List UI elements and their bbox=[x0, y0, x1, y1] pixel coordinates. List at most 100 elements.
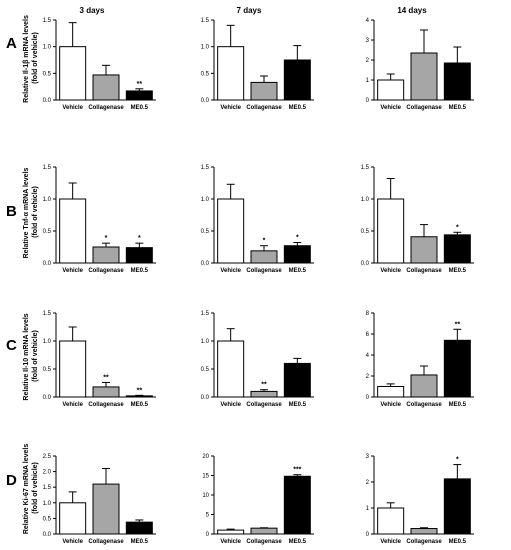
bar-b-3-days-2 bbox=[125, 247, 153, 264]
bar-d-3-days-1 bbox=[92, 483, 120, 535]
bar-b-7-days-1 bbox=[250, 250, 278, 264]
significance-d-14-days-2: * bbox=[456, 457, 459, 464]
y-tick-label-b-3-days: 0.5 bbox=[43, 229, 52, 235]
bar-d-3-days-2 bbox=[125, 521, 153, 535]
y-tick-label-d-7-days: 10 bbox=[202, 493, 209, 499]
y-tick-label-a-14-days: 1 bbox=[366, 78, 370, 84]
y-tick-label-b-14-days: 1.0 bbox=[361, 197, 370, 203]
category-label-a-7-days-1: Collagenase bbox=[246, 105, 282, 111]
y-tick-label-c-7-days: 1.5 bbox=[201, 311, 210, 317]
significance-b-7-days-1: * bbox=[263, 238, 266, 245]
bar-a-7-days-2 bbox=[283, 59, 311, 101]
y-tick-label-c-7-days: 1.0 bbox=[201, 339, 210, 345]
y-tick-label-d-3-days: 1.5 bbox=[43, 485, 52, 491]
y-tick-label-d-3-days: 1.0 bbox=[43, 501, 52, 507]
y-tick-label-c-3-days: 0.0 bbox=[43, 395, 52, 401]
y-tick-label-c-3-days: 1.5 bbox=[43, 311, 52, 317]
bar-a-14-days-2 bbox=[443, 62, 471, 101]
category-label-b-14-days-2: ME0.5 bbox=[449, 268, 467, 274]
significance-c-7-days-1: ** bbox=[261, 382, 267, 389]
category-label-b-7-days-0: Vehicle bbox=[220, 268, 241, 274]
ylabel-A-line1: Relative Il-1β mRNA levels bbox=[23, 15, 30, 103]
bar-b-3-days-0 bbox=[59, 198, 87, 264]
bar-c-7-days-0 bbox=[217, 340, 245, 398]
category-label-d-14-days-1: Collagenase bbox=[406, 539, 442, 545]
y-tick-label-a-7-days: 0.0 bbox=[201, 98, 210, 104]
ylabel-D-line1: Relative Ki-67 mRNA levels bbox=[23, 444, 30, 534]
category-label-d-3-days-2: ME0.5 bbox=[131, 539, 149, 545]
category-label-a-14-days-2: ME0.5 bbox=[449, 105, 467, 111]
y-tick-label-a-14-days: 0 bbox=[366, 98, 370, 104]
bar-b-14-days-1 bbox=[410, 236, 438, 264]
bar-a-3-days-2 bbox=[125, 90, 153, 101]
ylabel-D: Relative Ki-67 mRNA levels (fold of vehi… bbox=[23, 442, 39, 534]
bar-b-7-days-2 bbox=[283, 245, 311, 264]
category-label-d-14-days-0: Vehicle bbox=[380, 539, 401, 545]
y-tick-label-d-3-days: 0.0 bbox=[43, 532, 52, 538]
category-label-d-14-days-2: ME0.5 bbox=[449, 539, 467, 545]
significance-c-14-days-2: ** bbox=[455, 321, 461, 328]
bar-c-14-days-1 bbox=[410, 374, 438, 398]
y-tick-label-c-7-days: 0.0 bbox=[201, 395, 210, 401]
y-tick-label-a-7-days: 1.5 bbox=[201, 18, 210, 24]
bar-c-3-days-1 bbox=[92, 386, 120, 398]
bar-b-7-days-0 bbox=[217, 198, 245, 264]
y-tick-label-b-3-days: 1.0 bbox=[43, 197, 52, 203]
category-label-c-7-days-0: Vehicle bbox=[220, 402, 241, 408]
category-label-d-3-days-0: Vehicle bbox=[62, 539, 83, 545]
y-tick-label-a-14-days: 4 bbox=[366, 18, 370, 24]
significance-a-3-days-2: ** bbox=[137, 81, 143, 88]
y-tick-label-a-3-days: 1.5 bbox=[43, 18, 52, 24]
category-label-b-14-days-0: Vehicle bbox=[380, 268, 401, 274]
panel-b-7-days: 0.0 0.5 1.0 1.5 Vehicle * Collagenase * ME0.5 bbox=[201, 165, 314, 274]
category-label-b-7-days-2: ME0.5 bbox=[289, 268, 307, 274]
y-tick-label-c-3-days: 0.5 bbox=[43, 367, 52, 373]
significance-b-7-days-2: * bbox=[296, 235, 299, 242]
y-tick-label-d-7-days: 15 bbox=[202, 474, 209, 480]
panel-a-3-days: 0.0 0.5 1.0 1.5 Vehicle Collagenase ** ME0.5 bbox=[43, 18, 156, 111]
y-tick-label-a-3-days: 1.0 bbox=[43, 45, 52, 51]
y-tick-label-b-14-days: 0.5 bbox=[361, 229, 370, 235]
y-tick-label-c-14-days: 4 bbox=[366, 353, 370, 359]
panel-d-3-days: 0.0 0.5 1.0 1.5 2.0 2.5 Vehicle Collagenase ME0.… bbox=[43, 454, 156, 545]
y-tick-label-c-3-days: 1.0 bbox=[43, 339, 52, 345]
y-tick-label-c-14-days: 6 bbox=[366, 332, 370, 338]
y-tick-label-d-7-days: 5 bbox=[206, 513, 210, 519]
y-tick-label-c-14-days: 0 bbox=[366, 395, 370, 401]
significance-c-3-days-1: ** bbox=[103, 374, 109, 381]
panel-a-7-days: 0.0 0.5 1.0 1.5 Vehicle Collagenase ME0.5 bbox=[201, 18, 314, 111]
y-tick-label-b-14-days: 0.0 bbox=[361, 261, 370, 267]
panel-d-14-days: 0 1 2 3 Vehicle Collagenase * ME0.5 bbox=[366, 454, 474, 545]
y-tick-label-b-7-days: 1.0 bbox=[201, 197, 210, 203]
category-label-c-3-days-0: Vehicle bbox=[62, 402, 83, 408]
y-tick-label-b-7-days: 1.5 bbox=[201, 165, 210, 171]
ylabel-D-line2: (fold of vehicle) bbox=[32, 462, 39, 514]
bar-d-7-days-1 bbox=[250, 527, 278, 535]
bar-b-3-days-1 bbox=[92, 246, 120, 264]
ylabel-C: Relative Il-10 mRNA levels (fold of vehi… bbox=[23, 311, 39, 400]
panel-b-14-days: 0.0 0.5 1.0 1.5 Vehicle Collagenase * ME0.5 bbox=[361, 165, 474, 274]
category-label-c-3-days-1: Collagenase bbox=[88, 402, 124, 408]
category-label-a-3-days-1: Collagenase bbox=[88, 105, 124, 111]
bar-b-14-days-0 bbox=[377, 198, 405, 264]
y-tick-label-d-14-days: 1 bbox=[366, 506, 370, 512]
y-tick-label-d-7-days: 20 bbox=[202, 454, 209, 460]
column-header-7-days: 7 days bbox=[237, 6, 262, 15]
bar-d-14-days-2 bbox=[443, 478, 471, 535]
significance-b-3-days-1: * bbox=[105, 235, 108, 242]
bar-a-7-days-1 bbox=[250, 81, 278, 101]
row-letter-C: C bbox=[6, 337, 17, 354]
y-tick-label-a-3-days: 0.0 bbox=[43, 98, 52, 104]
bar-d-7-days-2 bbox=[283, 475, 311, 535]
bar-c-3-days-0 bbox=[59, 340, 87, 398]
category-label-c-14-days-0: Vehicle bbox=[380, 402, 401, 408]
y-tick-label-d-3-days: 2.5 bbox=[43, 454, 52, 460]
ylabel-A: Relative Il-1β mRNA levels (fold of vehi… bbox=[23, 13, 39, 103]
y-tick-label-a-7-days: 0.5 bbox=[201, 71, 210, 77]
category-label-a-7-days-2: ME0.5 bbox=[289, 105, 307, 111]
significance-c-3-days-2: ** bbox=[137, 387, 143, 394]
panel-c-7-days: 0.0 0.5 1.0 1.5 Vehicle ** Collagenase ME0.5 bbox=[201, 311, 314, 408]
category-label-a-14-days-1: Collagenase bbox=[406, 105, 442, 111]
category-label-c-14-days-2: ME0.5 bbox=[449, 402, 467, 408]
